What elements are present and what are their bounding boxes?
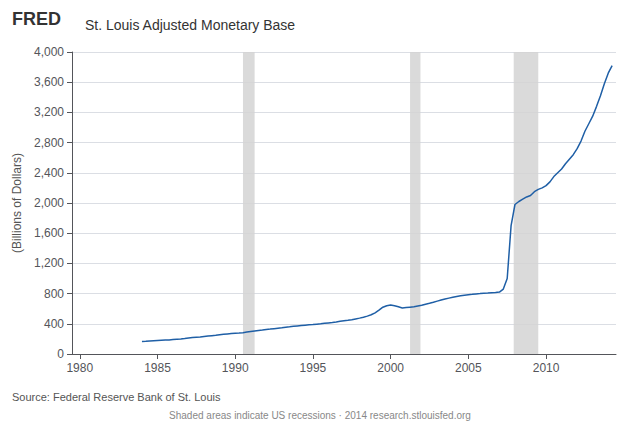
- svg-text:1,200: 1,200: [34, 256, 64, 270]
- svg-text:0: 0: [57, 347, 64, 361]
- svg-text:2005: 2005: [455, 361, 482, 375]
- svg-text:1995: 1995: [300, 361, 327, 375]
- svg-text:1980: 1980: [66, 361, 93, 375]
- svg-text:FRED: FRED: [12, 9, 61, 29]
- svg-text:2010: 2010: [533, 361, 560, 375]
- svg-text:1990: 1990: [222, 361, 249, 375]
- svg-text:3,600: 3,600: [34, 75, 64, 89]
- svg-text:(Billions of Dollars): (Billions of Dollars): [10, 153, 24, 253]
- svg-text:400: 400: [44, 317, 64, 331]
- svg-text:2,000: 2,000: [34, 196, 64, 210]
- svg-text:2,400: 2,400: [34, 166, 64, 180]
- svg-text:Source: Federal Reserve Bank o: Source: Federal Reserve Bank of St. Loui…: [12, 391, 221, 403]
- svg-text:2000: 2000: [377, 361, 404, 375]
- svg-text:Shaded areas indicate US reces: Shaded areas indicate US recessions · 20…: [169, 410, 471, 421]
- svg-text:2,800: 2,800: [34, 136, 64, 150]
- svg-text:3,200: 3,200: [34, 105, 64, 119]
- svg-text:1,600: 1,600: [34, 226, 64, 240]
- svg-text:800: 800: [44, 287, 64, 301]
- svg-text:4,000: 4,000: [34, 45, 64, 59]
- svg-text:1985: 1985: [144, 361, 171, 375]
- svg-text:St. Louis Adjusted Monetary Ba: St. Louis Adjusted Monetary Base: [85, 17, 295, 33]
